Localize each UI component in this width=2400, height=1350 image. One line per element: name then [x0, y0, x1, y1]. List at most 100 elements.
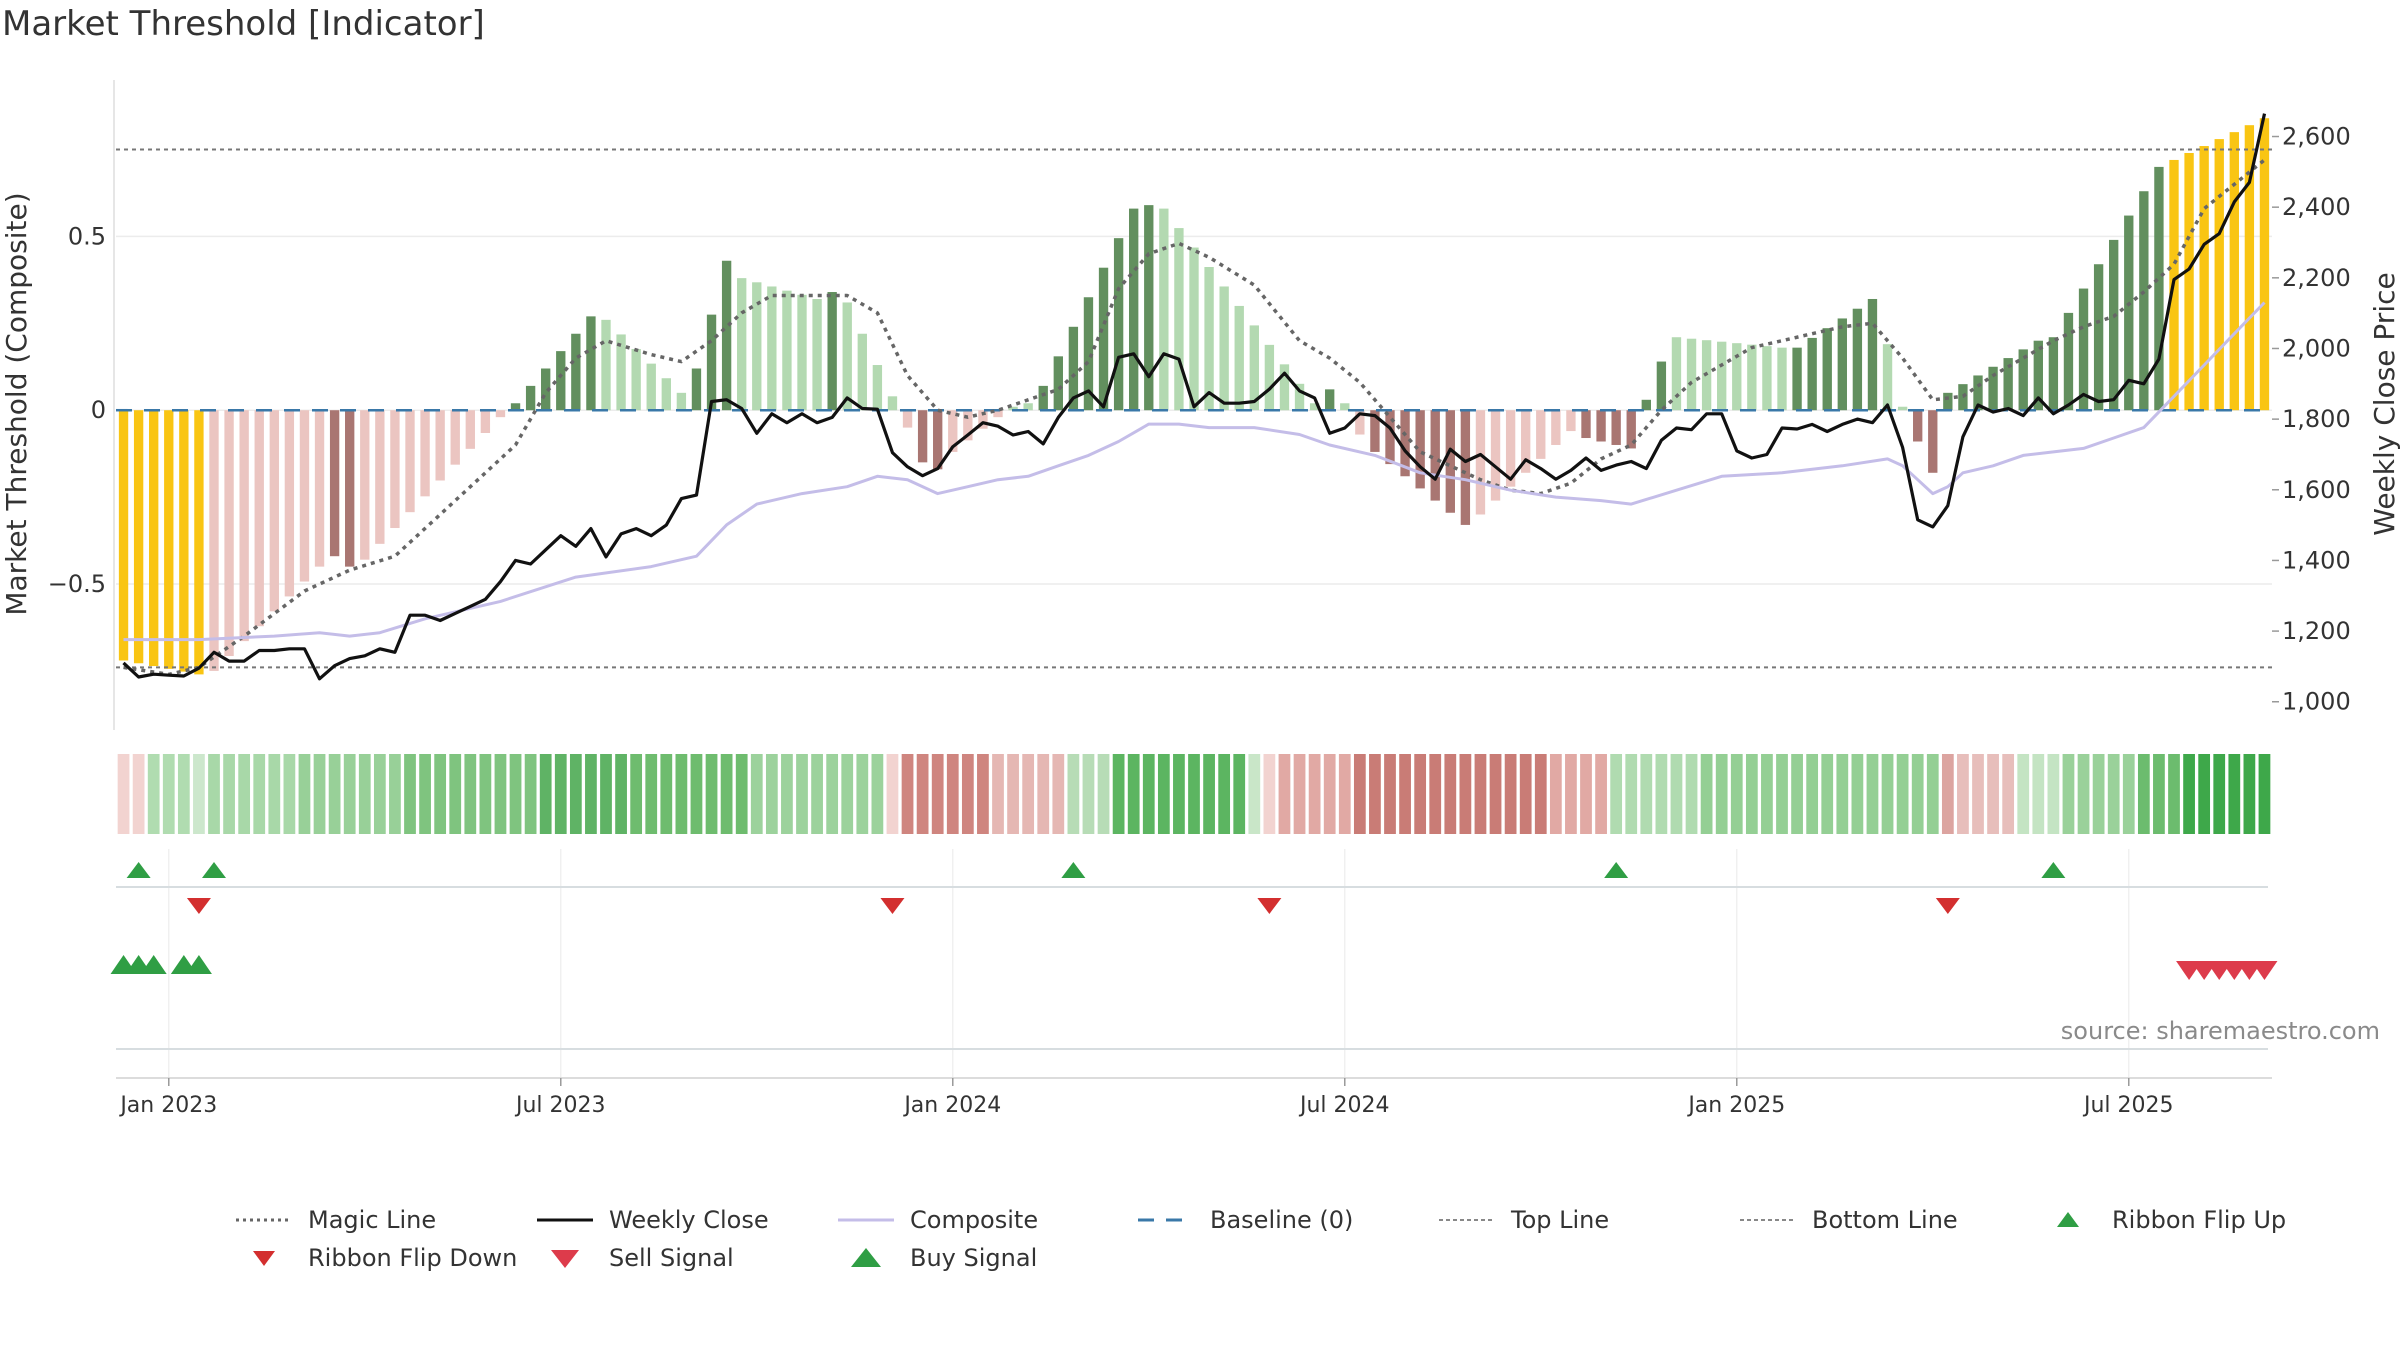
composite-bar	[797, 294, 807, 411]
ribbon-cell	[871, 754, 884, 834]
composite-bar	[1521, 410, 1531, 473]
ribbon-cell	[1112, 754, 1125, 834]
composite-bar	[1611, 410, 1621, 445]
y-tick-label: −0.5	[48, 570, 106, 598]
ribbon-cell	[811, 754, 823, 834]
composite-bar	[525, 385, 536, 411]
solid-line-icon	[535, 1210, 595, 1230]
x-tick-label: Jan 2024	[902, 1093, 1001, 1118]
composite-bar	[1008, 406, 1018, 411]
ribbon-cell	[1685, 754, 1698, 834]
ribbon-cell	[2107, 754, 2120, 834]
ribbon-cell	[1670, 754, 1683, 834]
legend-item-ribbon-flip-up: Ribbon Flip Up	[2038, 1206, 2286, 1234]
ribbon-cell	[2198, 754, 2211, 834]
composite-bar	[721, 260, 732, 411]
ribbon-cell	[841, 754, 854, 834]
ribbon-cell	[1203, 754, 1215, 834]
composite-bar	[405, 410, 415, 513]
ribbon-flip-up-marker	[202, 862, 226, 878]
ribbon-cell	[1730, 754, 1743, 834]
ribbon-flip-up-marker	[2041, 862, 2066, 878]
ribbon-cell	[554, 754, 567, 834]
composite-line	[123, 301, 2266, 642]
composite-bar	[706, 314, 717, 411]
ribbon-cell	[2243, 754, 2256, 834]
composite-bar	[1174, 228, 1184, 411]
composite-bar	[1340, 403, 1350, 411]
composite-bar	[2184, 152, 2194, 411]
composite-bar	[2063, 312, 2074, 411]
composite-bar	[737, 278, 747, 411]
ribbon-cell	[1821, 754, 1834, 834]
composite-bar	[1852, 308, 1863, 411]
ribbon-cell	[886, 754, 899, 834]
ribbon-cell	[1308, 754, 1321, 834]
ribbon-cell	[660, 754, 673, 834]
composite-bar	[1400, 410, 1410, 477]
ribbon-cell	[162, 754, 175, 834]
ribbon-cell	[1972, 754, 1984, 834]
ribbon-cell	[1640, 754, 1653, 834]
composite-bar	[224, 410, 234, 657]
ribbon-cell	[1881, 754, 1894, 834]
legend-item-ribbon-flip-down: Ribbon Flip Down	[234, 1244, 517, 1272]
ribbon-cell	[1127, 754, 1140, 834]
composite-bar	[1596, 410, 1606, 442]
composite-bar	[1129, 208, 1139, 411]
composite-bar	[1068, 326, 1079, 411]
ribbon-cell	[1414, 754, 1427, 834]
y2-tick-label: 2,200	[2282, 264, 2351, 292]
ribbon-cell	[931, 754, 944, 834]
ribbon-cell	[1700, 754, 1713, 834]
ribbon-cell	[645, 754, 658, 834]
composite-bar	[2003, 358, 2013, 411]
composite-bar	[631, 349, 641, 411]
composite-bar	[1219, 286, 1229, 411]
ribbon-cell	[268, 754, 281, 834]
composite-bar	[450, 410, 460, 465]
ribbon-cell	[1399, 754, 1411, 834]
composite-bar	[1294, 383, 1305, 411]
ribbon-cell	[765, 754, 778, 834]
axis-layer: Jan 2023 Jul 2023 Jan 2024 Jul 2024 Jan 2025…	[0, 123, 2400, 1118]
ribbon-cell	[1369, 754, 1381, 834]
composite-bar	[495, 410, 506, 418]
y-tick-label: 0	[91, 396, 106, 424]
ribbon-cell	[2122, 754, 2135, 834]
ribbon-cell	[1293, 754, 1306, 834]
triangle-up-icon	[836, 1248, 896, 1268]
ribbon-cell	[1474, 754, 1487, 834]
composite-bar	[1536, 410, 1546, 459]
ribbon-cell	[1504, 754, 1517, 834]
composite-bar	[1204, 267, 1214, 411]
composite-bar	[1098, 267, 1109, 411]
ribbon-flip-up-marker	[126, 862, 151, 878]
ribbon-cell	[2153, 754, 2165, 834]
ribbon-cell	[1263, 754, 1276, 834]
y2-tick-label: 2,400	[2282, 193, 2351, 221]
ribbon-flip-down-marker	[1935, 898, 1960, 914]
ribbon-flip-up-marker	[1061, 862, 1086, 878]
ribbon-cell	[705, 754, 718, 834]
composite-bar	[2124, 215, 2134, 411]
ribbon-cell	[1791, 754, 1803, 834]
composite-bar	[1777, 347, 1787, 411]
ribbon-cell	[253, 754, 266, 834]
composite-bar	[1023, 403, 1033, 411]
ribbon-cell	[992, 754, 1004, 834]
composite-bar	[1656, 361, 1667, 411]
ribbon-cell	[1565, 754, 1577, 834]
composite-bar	[1943, 392, 1953, 411]
composite-bar	[1355, 410, 1365, 435]
ribbon-cell	[1715, 754, 1728, 834]
composite-bar	[1279, 364, 1290, 411]
ribbon-cell	[826, 754, 839, 834]
magic-line	[123, 158, 2266, 677]
ribbon-cell	[569, 754, 582, 834]
ribbon-cell	[2032, 754, 2045, 834]
signal-markers	[110, 862, 2278, 1050]
composite-bar	[1807, 337, 1817, 411]
ribbon-cell	[419, 754, 431, 834]
composite-bar	[1038, 385, 1048, 411]
